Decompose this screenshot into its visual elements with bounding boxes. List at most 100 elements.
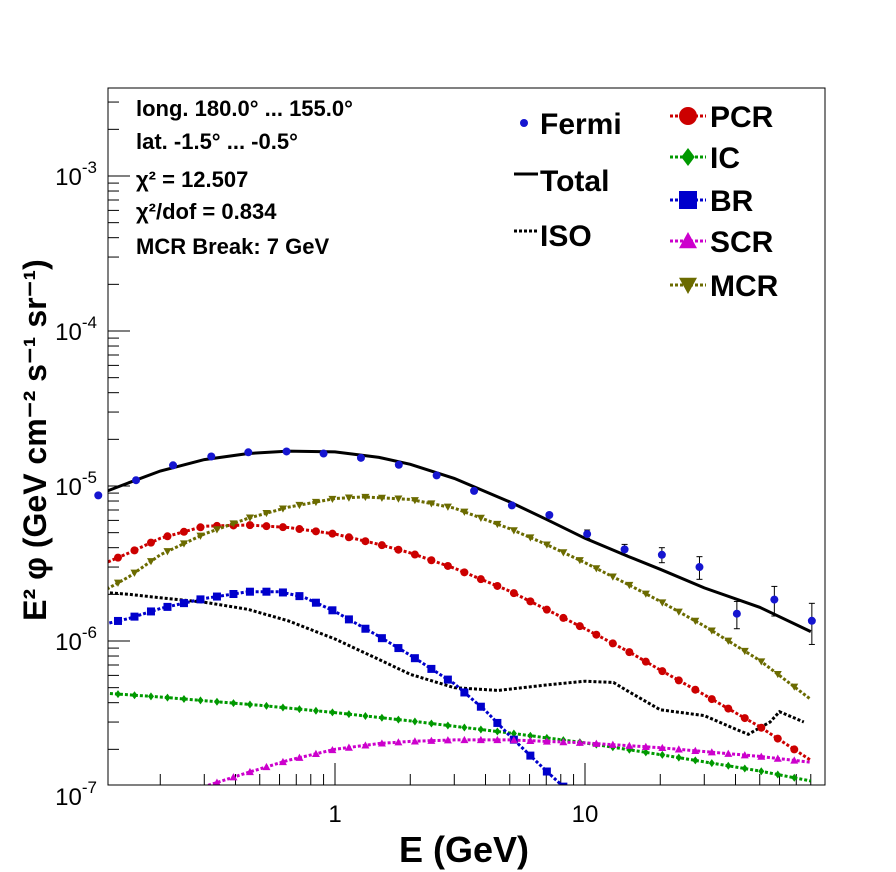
fermi-marker <box>770 595 779 604</box>
marker-scr <box>724 749 733 757</box>
marker-br <box>493 718 502 727</box>
marker-pcr <box>625 648 634 657</box>
series-line-ic <box>108 691 812 783</box>
fermi-point <box>657 547 666 564</box>
marker-pcr <box>575 622 584 631</box>
marker-ic <box>395 715 402 724</box>
marker-mcr <box>790 683 799 691</box>
marker-pcr <box>493 581 502 590</box>
y-tick-mantissa: 10 <box>55 474 82 501</box>
marker-pcr <box>790 745 799 754</box>
marker-mcr <box>427 500 436 508</box>
series-ic <box>108 690 812 783</box>
fermi-marker <box>356 453 365 462</box>
marker-mcr <box>262 509 271 518</box>
fermi-marker <box>807 616 816 625</box>
marker-pcr <box>179 527 188 536</box>
marker-mcr <box>526 534 535 542</box>
marker-scr <box>311 749 320 758</box>
marker-pcr <box>427 556 436 565</box>
fermi-point <box>583 529 592 539</box>
marker-mcr <box>724 637 733 645</box>
marker-mcr <box>410 497 419 505</box>
marker-pcr <box>724 704 733 713</box>
fermi-marker <box>282 447 291 456</box>
marker-br <box>476 702 485 711</box>
y-tick-label: 10-4 <box>55 313 97 346</box>
marker-scr <box>427 736 436 744</box>
marker-pcr <box>542 605 551 614</box>
fermi-marker <box>94 491 103 500</box>
marker-pcr <box>608 639 617 648</box>
legend-item-fermi: Fermi <box>520 108 622 141</box>
marker-pcr <box>245 521 254 530</box>
marker-pcr <box>278 523 287 532</box>
legend-symbol <box>679 277 697 294</box>
marker-scr <box>410 737 419 745</box>
y-tick-exponent: -3 <box>82 158 97 177</box>
y-tick-exponent: -5 <box>82 468 97 487</box>
marker-mcr <box>641 590 650 598</box>
marker-pcr <box>757 723 766 732</box>
marker-br <box>262 587 271 596</box>
marker-pcr <box>295 525 304 534</box>
marker-mcr <box>476 514 485 523</box>
marker-mcr <box>757 658 766 666</box>
marker-mcr <box>443 503 452 511</box>
marker-mcr <box>311 498 320 507</box>
marker-scr <box>295 753 304 761</box>
marker-pcr <box>740 714 749 723</box>
fermi-point <box>394 460 403 469</box>
legend-item-iso: ISO <box>514 220 592 253</box>
marker-br <box>526 751 535 760</box>
marker-pcr <box>674 676 683 685</box>
legend-label: MCR <box>710 270 779 303</box>
y-tick-label: 10-5 <box>55 468 97 501</box>
marker-mcr <box>394 495 403 503</box>
fermi-point <box>169 461 178 470</box>
marker-br <box>311 598 320 607</box>
marker-mcr <box>361 493 370 502</box>
x-axis-label: E (GeV) <box>399 829 529 870</box>
series-scr <box>199 735 811 785</box>
marker-mcr <box>295 501 304 510</box>
marker-scr <box>229 773 238 781</box>
legend-label: PCR <box>710 101 774 134</box>
marker-scr <box>575 738 584 746</box>
legend-symbol <box>679 232 697 249</box>
marker-pcr <box>773 734 782 743</box>
marker-pcr <box>443 561 452 570</box>
marker-ic <box>444 721 451 730</box>
y-tick-mantissa: 10 <box>55 319 82 346</box>
legend-item-br: BR <box>670 185 754 218</box>
fermi-point <box>207 452 216 461</box>
marker-mcr <box>592 565 601 573</box>
marker-mcr <box>146 558 155 566</box>
marker-ic <box>774 770 781 779</box>
legend-item-scr: SCR <box>670 226 774 259</box>
marker-scr <box>592 739 601 747</box>
marker-mcr <box>608 573 617 581</box>
fermi-marker <box>732 609 741 618</box>
marker-br <box>377 634 386 643</box>
marker-mcr <box>740 647 749 656</box>
legend-symbol <box>520 119 528 127</box>
marker-mcr <box>377 494 386 502</box>
marker-ic <box>230 699 237 708</box>
marker-pcr <box>691 685 700 694</box>
marker-scr <box>542 737 551 745</box>
info-latitude: lat. -1.5° ... -0.5° <box>136 129 298 154</box>
marker-ic <box>791 773 798 782</box>
fermi-point <box>132 476 141 485</box>
marker-ic <box>741 764 748 773</box>
marker-mcr <box>658 599 667 607</box>
marker-br <box>163 602 172 611</box>
marker-scr <box>361 741 370 749</box>
marker-ic <box>411 717 418 726</box>
marker-br <box>328 606 337 615</box>
fermi-marker <box>620 545 629 554</box>
marker-ic <box>114 690 121 699</box>
marker-mcr <box>575 557 584 565</box>
marker-pcr <box>130 546 139 555</box>
marker-pcr <box>344 533 353 542</box>
